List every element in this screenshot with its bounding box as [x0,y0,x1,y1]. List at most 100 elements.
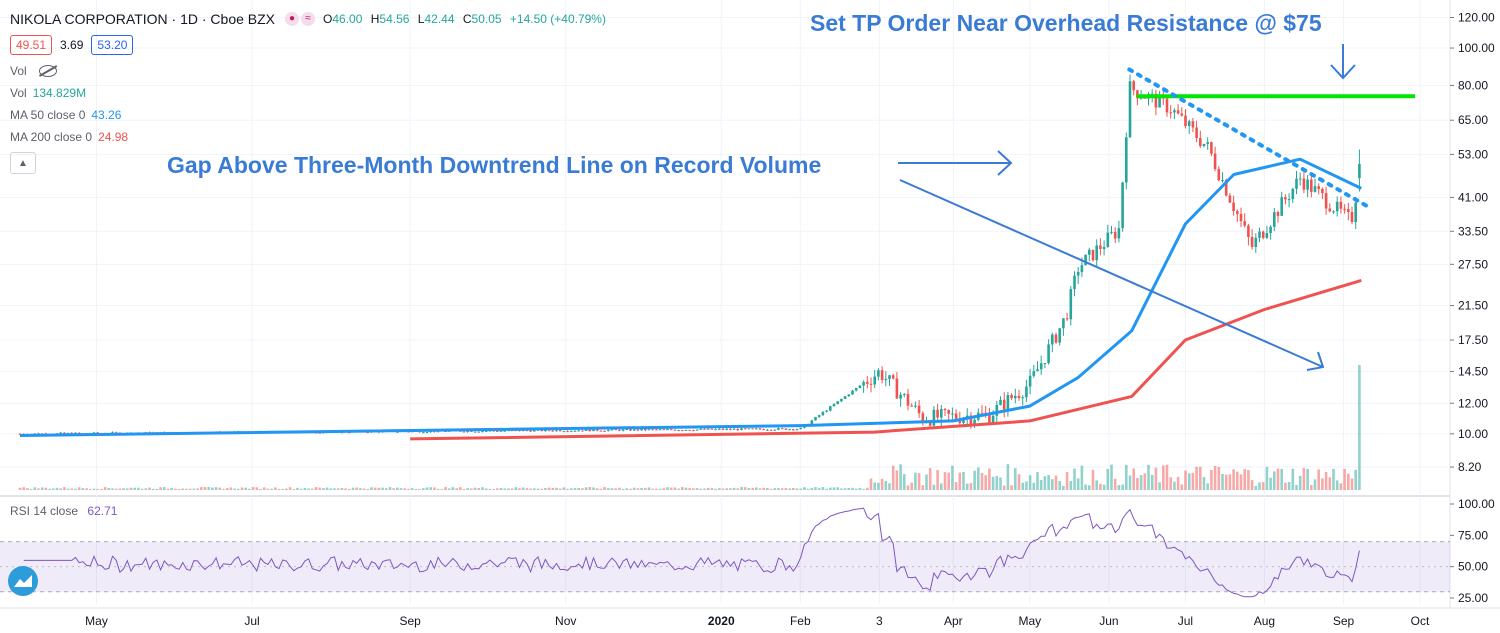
vol-label[interactable]: Vol [10,86,27,100]
bid-price[interactable]: 49.51 [10,35,53,55]
volume-bar [1265,466,1269,490]
volume-bar [903,474,906,490]
rsi-tick-label: 50.00 [1458,560,1488,574]
time-tick-label: Aug [1254,614,1275,628]
time-tick-label: May [85,614,108,628]
candle-body [1084,254,1087,266]
candle-body [636,429,640,431]
volume-bar [229,487,233,490]
volume-bar [503,488,506,490]
volume-bar [81,488,85,490]
candle-body [1176,110,1180,114]
close-value: 50.05 [471,12,502,26]
candle-body [503,430,506,432]
vol-hidden-label[interactable]: Vol [10,64,27,78]
candle-body [566,431,569,433]
volume-bar [200,487,203,490]
volume-bar [873,482,876,490]
tradingview-logo-glyph [14,575,32,587]
volume-bar [988,468,991,490]
candle-body [473,431,477,433]
volume-bar [1306,468,1309,490]
volume-bar [666,487,669,490]
volume-bar [891,465,895,490]
candle-body [584,429,588,431]
volume-bar [122,488,125,490]
volume-bar [703,488,706,490]
candle-body [63,432,66,434]
volume-bar [1010,485,1013,490]
volume-bar [755,487,758,490]
candle-body [655,429,658,431]
symbol-title[interactable]: NIKOLA CORPORATION · 1D · Cboe BZX [10,11,276,27]
volume-bar [63,487,66,490]
ma50-label[interactable]: MA 50 close 0 [10,108,86,122]
candle-body [973,419,976,425]
candle-body [1106,232,1110,248]
volume-bar [322,488,325,490]
volume-bar [1117,484,1121,490]
candle-body [1173,110,1176,113]
candle-body [829,406,832,411]
candle-body [903,393,906,395]
candle-body [1051,334,1054,345]
candle-body [1250,236,1254,247]
candle-body [1291,188,1295,200]
volume-bar [1358,365,1361,490]
volume-bar [795,488,799,490]
volume-bar [1139,475,1143,490]
volume-bar [965,483,969,490]
volume-bar [359,488,362,490]
rsi-label[interactable]: RSI 14 close [10,504,79,518]
tp-annotation-text: Set TP Order Near Overhead Resistance @ … [810,10,1322,36]
volume-bar [107,487,111,490]
volume-bar [555,487,558,490]
candle-body [1269,226,1272,234]
volume-bar [725,488,728,490]
tradingview-logo-icon[interactable] [8,566,38,596]
volume-bar [1076,478,1080,490]
volume-bar [85,488,88,490]
volume-bar [1350,478,1354,490]
volume-bar [129,487,133,490]
volume-bar [1128,475,1132,490]
ma200-label[interactable]: MA 200 close 0 [10,130,93,144]
volume-bar [866,487,869,490]
price-tick-label: 21.50 [1458,299,1488,313]
volume-bar [48,488,51,490]
candle-body [588,429,592,432]
candle-body [496,430,499,432]
volume-bar [1125,464,1128,490]
volume-bar [318,487,321,490]
candle-body [762,429,765,431]
volume-bar [581,488,584,490]
candle-body [610,429,614,431]
candle-body [858,385,862,388]
ask-price[interactable]: 53.20 [91,35,134,55]
volume-bar [118,488,122,490]
volume-bar [1032,482,1036,490]
candle-body [484,430,488,432]
collapse-legend-button[interactable]: ▲ [10,152,36,174]
candle-body [699,428,703,430]
volume-bar [311,488,314,490]
rsi-band [0,541,1450,592]
volume-bar [296,487,299,490]
candle-body [1184,115,1187,127]
price-tick-label: 120.00 [1458,10,1495,24]
volume-bar [1143,473,1147,490]
rsi-line [23,507,1360,598]
volume-bar [806,488,810,490]
volume-bar [333,488,336,490]
volume-bar [1102,484,1106,490]
volume-bar [766,488,769,490]
volume-bar [570,488,573,490]
volume-bar [932,484,936,490]
eye-hidden-icon[interactable] [38,65,57,77]
volume-bar [625,488,629,490]
candle-body [862,381,865,386]
candle-body [1121,182,1124,229]
volume-bar [137,487,140,490]
volume-bar [1047,474,1050,490]
